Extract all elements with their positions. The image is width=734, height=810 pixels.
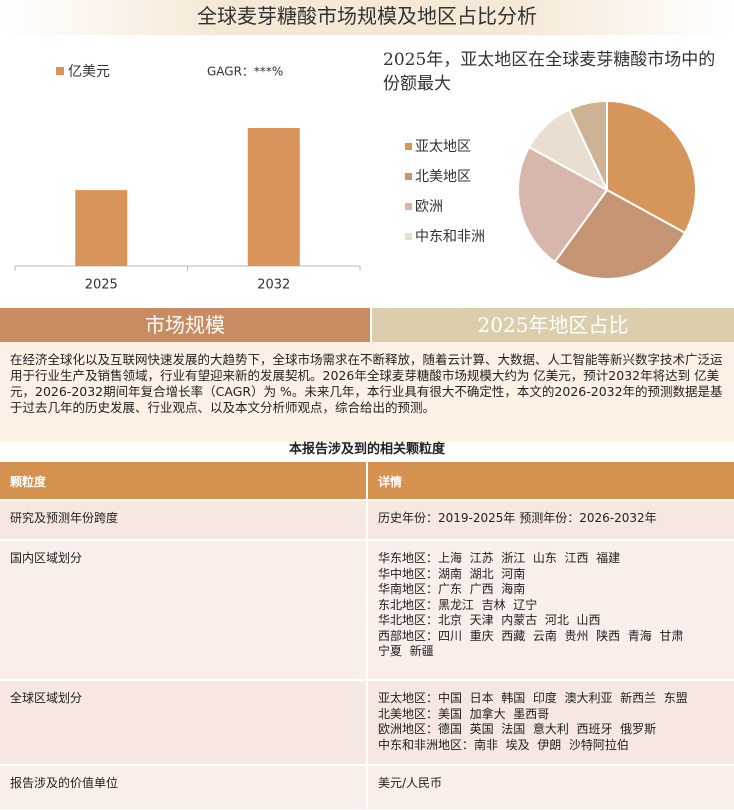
row-label: 国内区域划分	[0, 540, 368, 681]
bar	[75, 190, 128, 266]
tab: 2025年地区占比	[372, 308, 734, 342]
pie-title: 2025年，亚太地区在全球麦芽糖酸市场中的份额最大	[383, 50, 716, 94]
table-header: 颗粒度 详情	[0, 462, 734, 501]
table-title: 本报告涉及到的相关颗粒度	[288, 442, 445, 457]
legend-item: 北美地区	[405, 168, 485, 186]
pie-slice	[553, 188, 687, 280]
table-row: 研究及预测年份跨度 历史年份：2019-2025年 预测年份：2026-2032年	[0, 500, 734, 541]
detail-line: 欧洲地区：德国 英国 法国 意大利 西班牙 俄罗斯	[378, 722, 657, 736]
column-header: 颗粒度	[0, 462, 368, 501]
detail-line: 华中地区：湖南 湖北 河南	[378, 566, 526, 581]
legend-label: 亚太地区	[415, 139, 471, 155]
detail-line: 华南地区：广东 广西 海南	[378, 582, 526, 596]
bar	[247, 128, 300, 266]
detail-line: 华东地区：上海 江苏 浙江 山东 江西 福建	[378, 551, 621, 565]
paragraph: 在经济全球化以及互联网快速发展的大趋势下，全球市场需求在不断释放，随着云计算、大…	[0, 342, 734, 442]
legend-label: 北美地区	[415, 169, 471, 185]
pie-slice	[567, 99, 608, 191]
legend-swatch	[405, 173, 412, 180]
charts: 亿美元 GAGR：***% 2025 2032	[14, 64, 697, 293]
legend-swatch	[56, 67, 64, 75]
row-details: 华东地区：上海 江苏 浙江 山东 江西 福建 华中地区：湖南 湖北 河南 华南地区：…	[367, 540, 734, 681]
legend-swatch	[405, 203, 412, 210]
table-row: 报告涉及的价值单位 美元/人民币	[0, 765, 734, 810]
legend-swatch	[405, 143, 412, 150]
row-details: 亚太地区：中国 日本 韩国 印度 澳大利亚 新西兰 东盟 北美地区：美国 加拿大 …	[367, 680, 734, 766]
annotation: GAGR：***%	[207, 65, 283, 79]
legend-swatch	[405, 233, 412, 240]
page-title: 全球麦芽糖酸市场规模及地区占比分析	[0, 0, 734, 35]
legend-item: 中东和非洲	[405, 228, 485, 246]
row-label: 全球区域划分	[0, 680, 368, 766]
column-header: 详情	[367, 462, 734, 501]
row-label: 研究及预测年份跨度	[0, 500, 368, 541]
detail-line: 历史年份：2019-2025年 预测年份：2026-2032年	[378, 511, 657, 525]
detail-line: 西部地区：四川 重庆 西藏 云南 贵州 陕西 青海 甘肃	[378, 628, 684, 643]
table: 颗粒度 详情 研究及预测年份跨度 历史年份：2019-2025年 预测年份：202…	[0, 462, 734, 810]
detail-line: 华北地区：北京 天津 内蒙古 河北 山西	[378, 613, 601, 627]
detail-line: 北美地区：美国 加拿大 墨西哥	[378, 706, 550, 721]
legend-item: 亚太地区	[405, 138, 485, 156]
detail-line: 亚太地区：中国 日本 韩国 印度 澳大利亚 新西兰 东盟	[378, 691, 688, 705]
legend-label: 中东和非洲	[415, 229, 485, 245]
row-label: 报告涉及的价值单位	[0, 765, 368, 810]
detail-line: 中东和非洲地区：南非 埃及 伊朗 沙特阿拉伯	[378, 737, 629, 752]
x-tick-label: 2032	[257, 278, 290, 293]
row-details: 历史年份：2019-2025年 预测年份：2026-2032年	[367, 500, 734, 541]
row-details: 美元/人民币	[367, 765, 734, 810]
legend-item: 欧洲	[405, 198, 485, 216]
tab: 市场规模	[0, 308, 370, 342]
table-row: 全球区域划分 亚太地区：中国 日本 韩国 印度 澳大利亚 新西兰 东盟 北美地区：美…	[0, 680, 734, 766]
pie-slice	[517, 145, 609, 264]
detail-line: 东北地区：黑龙江 吉林 辽宁	[378, 597, 538, 612]
legend-label: 亿美元	[68, 64, 110, 80]
detail-line: 宁夏 新疆	[378, 644, 434, 658]
detail-line: 美元/人民币	[378, 776, 443, 790]
x-tick-label: 2025	[85, 278, 118, 293]
table-row: 国内区域划分 华东地区：上海 江苏 浙江 山东 江西 福建 华中地区：湖南 湖北 河…	[0, 540, 734, 681]
legend-label: 欧洲	[415, 199, 443, 215]
pie-slice	[606, 99, 697, 235]
